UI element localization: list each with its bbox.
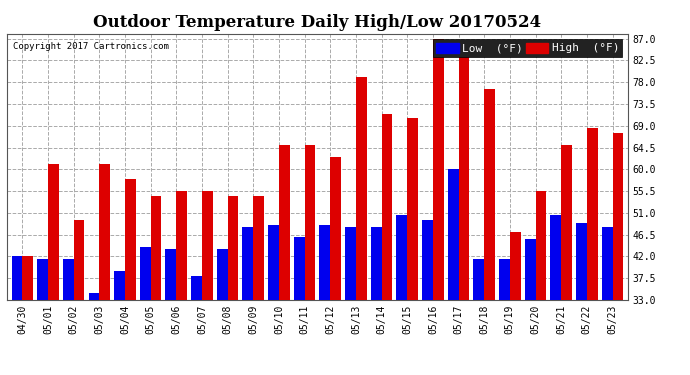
- Title: Outdoor Temperature Daily High/Low 20170524: Outdoor Temperature Daily High/Low 20170…: [93, 14, 542, 31]
- Bar: [48, 165, 59, 300]
- Bar: [397, 215, 407, 300]
- Bar: [22, 256, 33, 300]
- Bar: [176, 191, 187, 300]
- Bar: [407, 118, 418, 300]
- Bar: [63, 259, 74, 300]
- Bar: [74, 220, 84, 300]
- Bar: [114, 271, 125, 300]
- Bar: [279, 145, 290, 300]
- Bar: [37, 259, 48, 300]
- Bar: [576, 222, 586, 300]
- Bar: [88, 293, 99, 300]
- Bar: [459, 53, 469, 300]
- Bar: [613, 133, 623, 300]
- Bar: [356, 77, 366, 300]
- Bar: [268, 225, 279, 300]
- Bar: [484, 89, 495, 300]
- Bar: [422, 220, 433, 300]
- Bar: [524, 240, 535, 300]
- Bar: [228, 196, 238, 300]
- Text: Copyright 2017 Cartronics.com: Copyright 2017 Cartronics.com: [13, 42, 169, 51]
- Bar: [202, 191, 213, 300]
- Bar: [304, 145, 315, 300]
- Bar: [448, 169, 459, 300]
- Bar: [499, 259, 510, 300]
- Bar: [125, 179, 136, 300]
- Bar: [561, 145, 572, 300]
- Bar: [294, 237, 304, 300]
- Bar: [150, 196, 161, 300]
- Legend: Low  (°F), High  (°F): Low (°F), High (°F): [433, 39, 622, 57]
- Bar: [319, 225, 331, 300]
- Bar: [602, 227, 613, 300]
- Bar: [140, 247, 150, 300]
- Bar: [473, 259, 484, 300]
- Bar: [166, 249, 176, 300]
- Bar: [345, 227, 356, 300]
- Bar: [217, 249, 228, 300]
- Bar: [382, 114, 393, 300]
- Bar: [371, 227, 382, 300]
- Bar: [510, 232, 521, 300]
- Bar: [253, 196, 264, 300]
- Bar: [331, 157, 341, 300]
- Bar: [99, 165, 110, 300]
- Bar: [242, 227, 253, 300]
- Bar: [535, 191, 546, 300]
- Bar: [551, 215, 561, 300]
- Bar: [433, 39, 444, 300]
- Bar: [191, 276, 202, 300]
- Bar: [12, 256, 22, 300]
- Bar: [586, 128, 598, 300]
